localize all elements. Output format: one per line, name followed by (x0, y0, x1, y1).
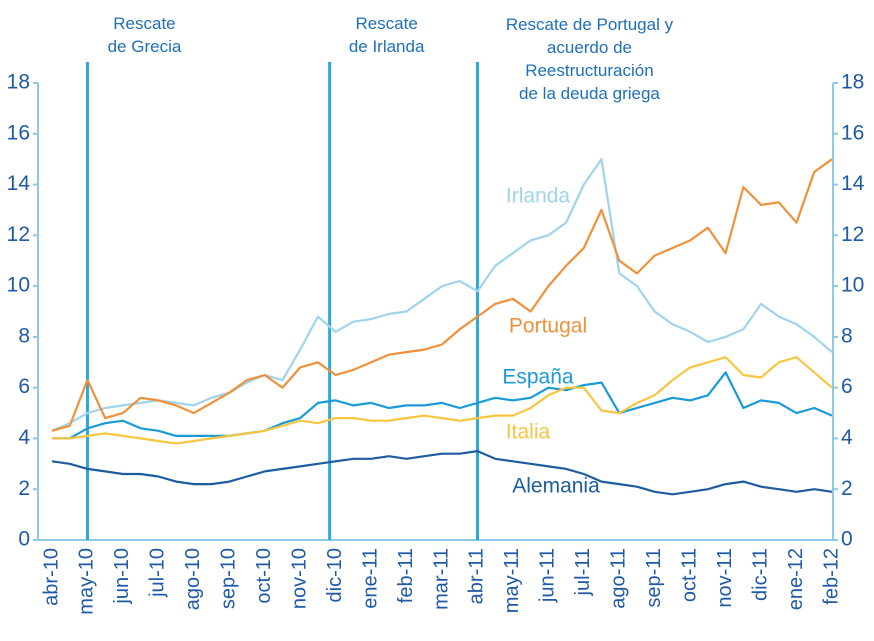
x-tick-group: ene-12 (785, 548, 807, 610)
x-tick-group: may-10 (76, 548, 98, 615)
x-tick-label: jul-10 (147, 548, 169, 598)
series-line (51, 158, 833, 432)
series-line (52, 356, 833, 445)
y-tick-label: 2 (18, 477, 30, 500)
x-tick-label: mar-11 (430, 548, 452, 610)
y2-tick-label: 8 (841, 324, 853, 347)
x-tick-label: jun-11 (537, 548, 559, 603)
y-tick-label: 18 (7, 71, 30, 94)
x-tick-group: abr-11 (466, 548, 488, 604)
series-line (52, 371, 833, 440)
x-tick-label: sep-10 (218, 548, 240, 609)
x-tick-group: jun-10 (111, 548, 133, 605)
y2-tick-label: 6 (841, 375, 853, 398)
x-tick-group: nov-11 (714, 548, 736, 608)
series-label: España (502, 366, 574, 389)
y2-tick-label: 12 (841, 223, 864, 246)
x-tick-label: sep-11 (643, 548, 665, 608)
y2-tick-label: 4 (841, 426, 853, 449)
annotation: acuerdo de (547, 38, 632, 57)
y2-tick-label: 10 (841, 274, 864, 297)
y2-tick-label: 16 (841, 121, 864, 144)
annotation: de Grecia (108, 37, 182, 56)
x-tick-group: sep-10 (218, 548, 240, 609)
x-tick-label: ago-10 (182, 548, 204, 610)
series-label: Irlanda (506, 185, 571, 208)
annotation: Rescate de Portugal y (506, 15, 674, 34)
series-label: Portugal (509, 315, 587, 338)
x-tick-label: feb-12 (820, 548, 842, 605)
y-tick-label: 0 (18, 528, 30, 551)
x-tick-group: nov-10 (288, 548, 310, 609)
x-tick-group: ene-11 (359, 548, 381, 609)
y-tick-label: 14 (7, 172, 31, 195)
x-tick-label: jun-10 (111, 548, 133, 605)
y-tick-label: 6 (18, 375, 30, 398)
series-line (51, 158, 833, 432)
x-tick-label: ago-11 (608, 548, 630, 609)
x-tick-label: oct-11 (678, 548, 700, 602)
x-tick-label: abr-11 (466, 548, 488, 604)
y2-tick-label: 0 (841, 528, 853, 551)
x-tick-label: may-10 (76, 548, 98, 615)
x-tick-label: ene-11 (359, 548, 381, 609)
x-tick-label: dic-10 (324, 548, 346, 602)
x-tick-group: dic-11 (749, 548, 771, 601)
x-tick-group: mar-11 (430, 548, 452, 610)
series-line (51, 450, 833, 496)
x-tick-group: feb-12 (820, 548, 842, 605)
y2-tick-label: 18 (841, 71, 864, 94)
annotation: Rescate (113, 14, 175, 33)
y-tick-label: 10 (7, 274, 30, 297)
x-tick-group: feb-11 (395, 548, 417, 603)
annotation: Rescate (355, 14, 417, 33)
y-tick-label: 12 (7, 223, 30, 246)
x-tick-label: feb-11 (395, 548, 417, 603)
x-tick-label: ene-12 (785, 548, 807, 610)
annotation: Reestructuración (525, 61, 654, 80)
x-tick-group: dic-10 (324, 548, 346, 602)
x-tick-group: jul-10 (147, 548, 169, 598)
x-tick-group: may-11 (501, 548, 523, 613)
x-tick-group: jun-11 (537, 548, 559, 603)
x-tick-label: may-11 (501, 548, 523, 613)
annotation: de la deuda griega (519, 84, 660, 103)
y-tick-label: 4 (18, 426, 30, 449)
annotation: de Irlanda (349, 37, 425, 56)
series-label: Italia (506, 421, 551, 444)
x-tick-label: dic-11 (749, 548, 771, 601)
x-tick-label: jul-11 (572, 548, 594, 596)
x-tick-group: abr-10 (40, 548, 62, 606)
x-tick-group: sep-11 (643, 548, 665, 608)
x-tick-label: abr-10 (40, 548, 62, 606)
x-tick-label: nov-10 (288, 548, 310, 609)
x-tick-group: oct-11 (678, 548, 700, 602)
x-tick-group: jul-11 (572, 548, 594, 596)
x-tick-group: ago-10 (182, 548, 204, 610)
y-tick-label: 16 (7, 121, 30, 144)
x-tick-group: ago-11 (608, 548, 630, 609)
y-tick-label: 8 (18, 324, 30, 347)
series-label: Alemania (512, 475, 600, 498)
y2-tick-label: 14 (841, 172, 865, 195)
x-tick-label: oct-10 (253, 548, 275, 604)
y2-tick-label: 2 (841, 477, 853, 500)
x-tick-label: nov-11 (714, 548, 736, 608)
x-tick-group: oct-10 (253, 548, 275, 604)
